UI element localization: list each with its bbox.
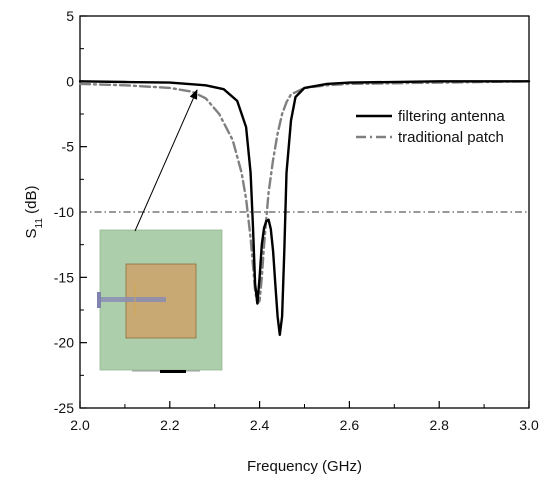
- series-line-filtering-antenna: [78, 80, 531, 336]
- legend-label-filtering-antenna: filtering antenna: [398, 108, 505, 125]
- antenna-inset: [97, 229, 223, 373]
- inset-feedline: [100, 297, 166, 302]
- y-axis-label-sub: 11: [34, 218, 45, 229]
- y-axis-label-suffix: (dB): [23, 186, 40, 219]
- series-line-traditional-patch: [78, 80, 531, 305]
- y-tick-label-3: -10: [54, 204, 74, 220]
- y-axis-label: S11 (dB): [23, 186, 45, 239]
- y-tick-label-2: -5: [62, 139, 75, 155]
- inset-connector: [97, 292, 101, 308]
- y-tick-label-6: -25: [54, 400, 74, 416]
- x-tick-label-2: 2.4: [250, 417, 270, 433]
- axes: 2.0 2.2 2.4 2.6 2.8 3.0 5 0 -5 -10 -15 -20 -25: [54, 8, 539, 433]
- legend: filtering antenna traditional patch: [356, 108, 505, 146]
- x-axis-label: Frequency (GHz): [247, 458, 362, 475]
- inset-scalebar: [160, 370, 186, 373]
- legend-label-traditional-patch: traditional patch: [398, 129, 504, 146]
- x-tick-label-3: 2.6: [340, 417, 360, 433]
- y-axis-label-base: S: [23, 228, 40, 238]
- y-tick-label-4: -15: [54, 269, 74, 285]
- annotation-arrow: [134, 89, 198, 232]
- x-tick-label-4: 2.8: [429, 417, 449, 433]
- x-tick-label-0: 2.0: [70, 417, 90, 433]
- y-tick-label-5: -20: [54, 335, 74, 351]
- y-tick-label-0: 5: [66, 8, 74, 24]
- x-tick-label-1: 2.2: [160, 417, 180, 433]
- y-tick-label-1: 0: [66, 73, 74, 89]
- x-tick-label-5: 3.0: [519, 417, 539, 433]
- series-layer: [78, 80, 531, 336]
